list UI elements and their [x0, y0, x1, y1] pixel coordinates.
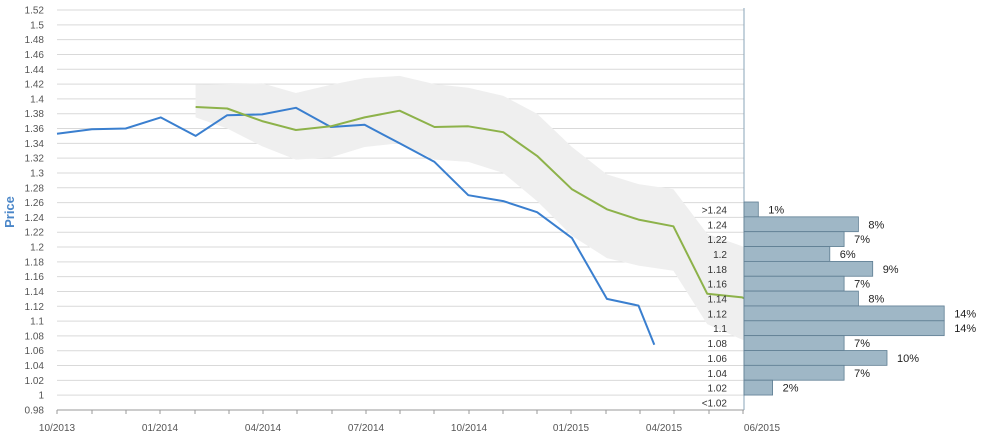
y-tick-label: 1.28 — [25, 183, 45, 194]
histogram-bar — [743, 201, 759, 218]
histogram-bar — [743, 379, 774, 396]
histogram-bar — [743, 216, 859, 233]
y-tick-label: 1.26 — [25, 198, 45, 209]
y-tick-labels: 1.52 1.5 1.48 1.46 1.44 1.42 1.4 1.38 1.36 1.34 1.… — [25, 6, 45, 417]
y-tick-label: 1.22 — [25, 228, 45, 239]
histogram-pct-label: 7% — [854, 338, 870, 350]
histogram-bin-label: 1.2 — [713, 250, 727, 261]
histogram-bin-label: 1.22 — [708, 235, 728, 246]
histogram-bar — [743, 335, 845, 351]
histogram-bin-label: 1.02 — [708, 384, 728, 395]
histogram-bar — [743, 305, 945, 322]
series-line-blue — [56, 106, 656, 346]
histogram-bin-label: 1.12 — [708, 309, 728, 320]
x-tick-labels: 10/2013 01/2014 04/2014 07/2014 10/2014 01/20… — [39, 410, 781, 434]
y-tick-label: 1.1 — [30, 317, 44, 328]
y-tick-label: 1.08 — [25, 331, 45, 342]
y-tick-label: 1.12 — [25, 302, 45, 313]
histogram-pct-label: 6% — [840, 249, 856, 261]
y-tick-label: 1.34 — [25, 139, 45, 150]
y-tick-label: 1.16 — [25, 272, 45, 283]
y-tick-label: 1.5 — [30, 20, 44, 31]
histogram-bin-label: 1.08 — [708, 339, 728, 350]
histogram-bin-label: 1.04 — [708, 369, 728, 380]
y-tick-label: 1.14 — [25, 287, 45, 298]
y-tick-label: 1.46 — [25, 50, 45, 61]
histogram-bar — [743, 231, 845, 247]
histogram-bin-label: 1.06 — [708, 354, 728, 365]
x-tick-label: 10/2014 — [451, 423, 488, 434]
x-tick-label: 04/2014 — [245, 423, 282, 434]
x-tick-label: 04/2015 — [646, 423, 683, 434]
histogram-pct-label: 7% — [854, 279, 870, 291]
histogram-bar — [743, 246, 831, 262]
y-tick-label: 1.48 — [25, 35, 45, 46]
x-tick-label: 07/2014 — [348, 423, 385, 434]
forecast-band — [195, 75, 758, 345]
y-tick-label: 1.18 — [25, 257, 45, 268]
series-lines — [56, 106, 759, 346]
histogram-bin-label: 1.18 — [708, 265, 728, 276]
histogram-bar — [743, 260, 874, 277]
histogram-pct-label: 1% — [768, 204, 784, 216]
histogram-pct-label: 7% — [854, 368, 870, 380]
y-tick-label: 0.98 — [25, 406, 45, 417]
y-tick-label: 1.3 — [30, 168, 44, 179]
histogram-bar — [743, 320, 945, 337]
y-tick-label: 1.04 — [25, 361, 45, 372]
histogram-pct-label: 10% — [897, 353, 919, 365]
y-tick-label: 1.02 — [25, 376, 45, 387]
histogram-pct-label: 8% — [868, 294, 884, 306]
x-tick-label: 01/2015 — [553, 423, 590, 434]
y-tick-label: 1.36 — [25, 124, 45, 135]
y-tick-label: 1.32 — [25, 154, 45, 165]
histogram-bar — [743, 275, 845, 292]
histogram-bin-label: <1.02 — [702, 398, 728, 409]
x-tick-label: 10/2013 — [39, 423, 76, 434]
y-tick-label: 1.2 — [30, 243, 44, 254]
histogram-bin-label: 1.14 — [708, 295, 728, 306]
y-tick-label: 1.4 — [30, 94, 44, 105]
x-tick-label: 01/2014 — [142, 423, 179, 434]
histogram-pct-label: 9% — [883, 264, 899, 276]
histogram-pct-label: 7% — [854, 234, 870, 246]
y-tick-label: 1.42 — [25, 80, 45, 91]
histogram-pct-label: 14% — [954, 323, 976, 335]
x-tick-label: 06/2015 — [744, 423, 781, 434]
histogram-bar — [743, 290, 859, 307]
histogram-pct-label: 14% — [954, 308, 976, 320]
histogram-bin-label: 1.16 — [708, 280, 728, 291]
histogram-bin-label: >1.24 — [702, 205, 728, 216]
y-tick-label: 1 — [38, 391, 44, 402]
histogram-bin-label: 1.24 — [708, 220, 728, 231]
y-axis-label: Price — [2, 196, 17, 228]
histogram-bar — [743, 350, 888, 366]
y-tick-label: 1.52 — [25, 6, 45, 17]
y-tick-label: 1.38 — [25, 109, 45, 120]
series-line-green — [195, 106, 759, 307]
histogram-bin-label: 1.1 — [713, 324, 727, 335]
confidence-band — [195, 75, 758, 345]
histogram-pct-label: 2% — [783, 383, 799, 395]
distribution-histogram: >1.24 1% 1.24 8% 1.22 7% 1.2 6% 1.18 9% 1.16 7% 1.14… — [702, 201, 976, 409]
y-tick-label: 1.44 — [25, 65, 45, 76]
y-tick-label: 1.06 — [25, 346, 45, 357]
histogram-pct-label: 8% — [868, 219, 884, 231]
y-tick-label: 1.24 — [25, 213, 45, 224]
histogram-bar — [743, 364, 845, 381]
